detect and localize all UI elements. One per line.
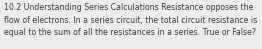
Text: 10.2 Understanding Series Calculations Resistance opposes the
flow of electrons.: 10.2 Understanding Series Calculations R… bbox=[4, 3, 257, 37]
